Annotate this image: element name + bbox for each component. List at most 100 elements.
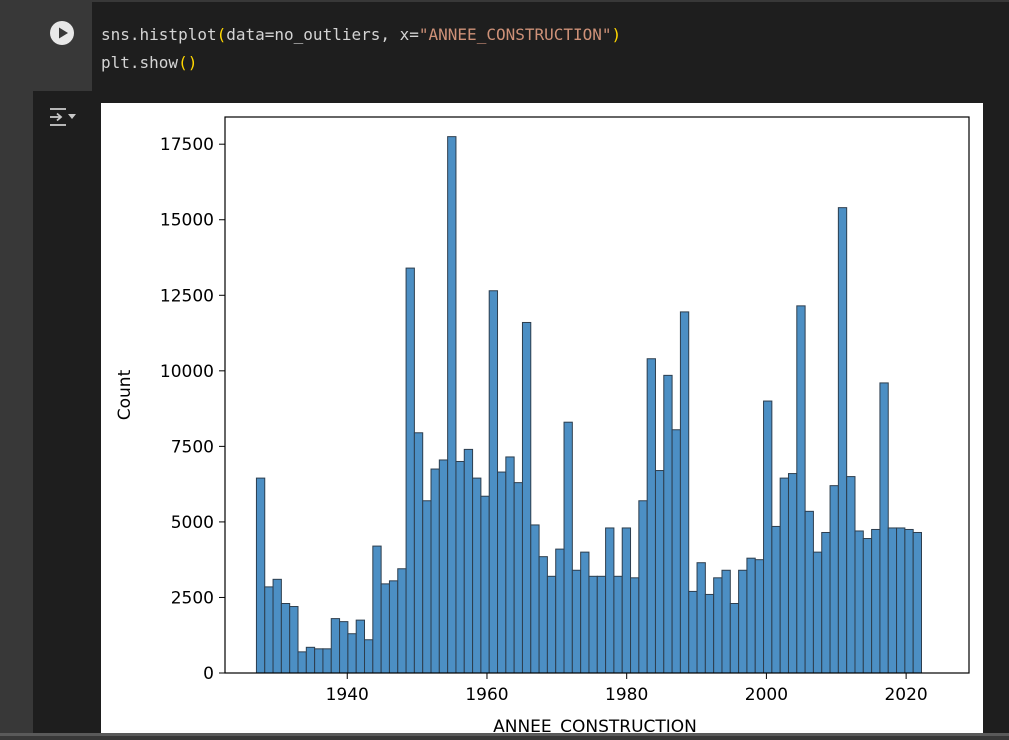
histogram-chart: 0 2500 5000 7500 10000 12500 15000 17500 1940 19… <box>115 116 970 737</box>
histogram-bar <box>364 639 374 674</box>
histogram-bar <box>846 476 856 674</box>
histogram-bar <box>621 527 632 674</box>
histogram-bar <box>646 358 656 674</box>
histogram-bar <box>571 569 582 674</box>
histogram-bar <box>521 321 532 674</box>
code-token: "ANNEE_CONSTRUCTION" <box>418 25 612 44</box>
histogram-bar <box>305 646 316 674</box>
histogram-bar <box>563 421 573 674</box>
histogram-bar <box>671 429 681 674</box>
y-axis-label: Count <box>115 369 135 420</box>
histogram-bar <box>422 500 432 674</box>
code-token: sns.histplot <box>101 25 217 44</box>
histogram-bar <box>812 551 823 674</box>
histogram-bar <box>297 651 307 674</box>
cell-gutter <box>33 2 92 91</box>
histogram-bar <box>721 569 731 674</box>
histogram-bar <box>763 400 773 674</box>
code-line: plt.show() <box>101 49 1009 77</box>
histogram-bar <box>787 473 798 674</box>
histogram-bar <box>854 530 864 674</box>
histogram-bar <box>588 575 598 674</box>
histogram-bar <box>255 477 266 674</box>
histogram-bar <box>896 527 906 674</box>
histogram-bar <box>289 606 299 674</box>
histogram-bar <box>796 305 806 674</box>
histogram-bar <box>804 510 814 674</box>
histogram-bar <box>264 586 274 674</box>
window-bottom-edge <box>0 733 1009 736</box>
y-tick-label: 2500 <box>171 588 214 608</box>
histogram-bar <box>904 528 914 674</box>
histogram-bar <box>912 531 922 674</box>
histogram-bar <box>729 603 740 674</box>
code-token: ( <box>216 25 227 44</box>
histogram-bar <box>463 448 474 674</box>
histogram-bar <box>347 633 357 674</box>
histogram-bar <box>405 267 415 674</box>
histogram-bar <box>397 568 407 674</box>
x-tick-label: 1940 <box>326 685 369 705</box>
histogram-bar <box>355 619 366 674</box>
histogram-bar <box>871 528 881 674</box>
histogram-bar <box>546 575 557 674</box>
y-tick-label: 10000 <box>160 362 214 382</box>
histogram-bar <box>555 548 565 674</box>
code-token: () <box>178 53 198 72</box>
histogram-bar <box>630 577 640 674</box>
code-token: ) <box>611 25 622 44</box>
y-tick-label: 0 <box>203 664 214 684</box>
play-icon <box>59 27 68 39</box>
histogram-bar <box>829 485 839 674</box>
y-tick-label: 15000 <box>160 211 214 231</box>
histogram-bar <box>779 477 789 674</box>
code-line: sns.histplot(data=no_outliers, x="ANNEE_… <box>101 21 1009 49</box>
histogram-bar <box>654 470 665 674</box>
histogram-bar <box>472 477 482 674</box>
histogram-bar <box>696 562 706 674</box>
histogram-bar <box>821 531 831 674</box>
histogram-bar <box>596 575 607 674</box>
histogram-bar <box>372 545 382 674</box>
x-tick-label: 1980 <box>605 685 648 705</box>
output-collapse-button[interactable] <box>47 105 77 131</box>
histogram-bar <box>837 207 848 674</box>
histogram-bar <box>638 500 648 674</box>
y-tick-label: 5000 <box>171 513 214 533</box>
histogram-bar <box>455 460 465 674</box>
histogram-bar <box>413 432 424 674</box>
y-tick-label: 12500 <box>160 286 214 306</box>
histogram-bar <box>488 290 499 674</box>
plot-area-frame <box>224 116 970 674</box>
histogram-bar <box>497 471 507 674</box>
histogram-bar <box>704 593 715 674</box>
histogram-bar <box>679 311 690 674</box>
code-editor[interactable]: sns.histplot(data=no_outliers, x="ANNEE_… <box>92 2 1009 91</box>
histogram-bar <box>314 648 324 674</box>
histogram-bar <box>771 525 781 674</box>
histogram-bar <box>339 621 349 674</box>
y-tick-label: 17500 <box>160 135 214 155</box>
histogram-bar <box>505 456 515 674</box>
plot-output: 0 2500 5000 7500 10000 12500 15000 17500 1940 19… <box>101 103 983 737</box>
histogram-bar <box>447 136 457 674</box>
run-cell-button[interactable] <box>50 21 74 45</box>
x-tick-label: 2000 <box>745 685 788 705</box>
histogram-bar <box>480 495 490 674</box>
histogram-bar <box>887 527 898 674</box>
histogram-bar <box>688 590 698 674</box>
histogram-bar <box>746 557 756 674</box>
x-tick-label: 2020 <box>884 685 927 705</box>
histogram-bar <box>530 524 540 674</box>
histogram-bar <box>280 603 291 674</box>
x-axis-label: ANNEE_CONSTRUCTION <box>493 717 697 736</box>
histogram-bar <box>605 527 615 674</box>
histogram-bar <box>663 374 673 674</box>
y-tick-label: 7500 <box>171 437 214 457</box>
histogram-bar <box>430 468 440 674</box>
histogram-bar <box>322 648 332 674</box>
histogram-bar <box>438 459 449 674</box>
histogram-bar <box>380 583 390 674</box>
histogram-bar <box>862 538 873 674</box>
histogram-bar <box>388 580 399 674</box>
